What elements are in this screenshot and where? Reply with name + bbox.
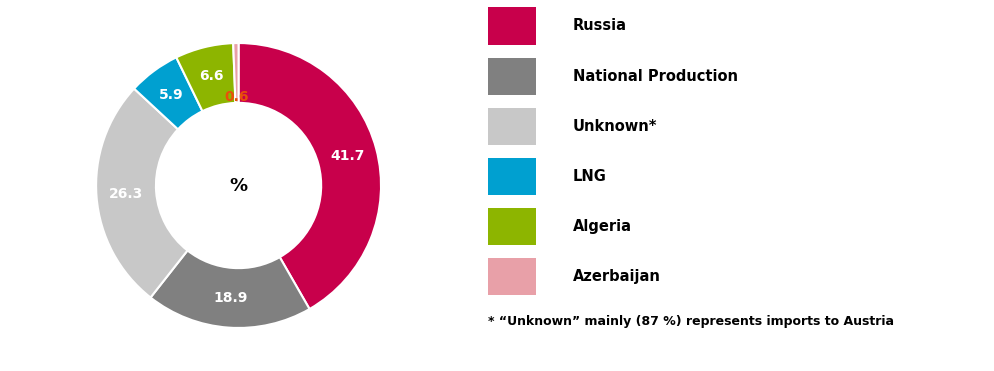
Text: Azerbaijan: Azerbaijan bbox=[573, 269, 660, 284]
Wedge shape bbox=[96, 89, 188, 298]
Text: 0.6: 0.6 bbox=[225, 90, 249, 104]
Text: 5.9: 5.9 bbox=[159, 88, 184, 102]
Text: National Production: National Production bbox=[573, 69, 738, 83]
Bar bbox=[488, 158, 536, 195]
Text: 41.7: 41.7 bbox=[330, 150, 365, 164]
Text: LNG: LNG bbox=[573, 169, 606, 184]
Bar bbox=[488, 258, 536, 295]
Bar bbox=[488, 108, 536, 145]
Text: 6.6: 6.6 bbox=[199, 69, 224, 83]
Bar bbox=[488, 58, 536, 95]
Text: Russia: Russia bbox=[573, 19, 626, 33]
Text: Algeria: Algeria bbox=[573, 219, 631, 234]
Text: * “Unknown” mainly (87 %) represents imports to Austria: * “Unknown” mainly (87 %) represents imp… bbox=[488, 315, 895, 328]
Bar bbox=[488, 7, 536, 45]
Text: 18.9: 18.9 bbox=[214, 291, 248, 305]
Bar bbox=[488, 208, 536, 245]
Wedge shape bbox=[234, 43, 239, 103]
Wedge shape bbox=[134, 58, 203, 129]
Text: Unknown*: Unknown* bbox=[573, 119, 657, 134]
Wedge shape bbox=[176, 43, 236, 111]
Wedge shape bbox=[239, 43, 381, 309]
Text: 26.3: 26.3 bbox=[109, 187, 143, 201]
Wedge shape bbox=[150, 250, 309, 328]
Text: %: % bbox=[230, 177, 248, 194]
